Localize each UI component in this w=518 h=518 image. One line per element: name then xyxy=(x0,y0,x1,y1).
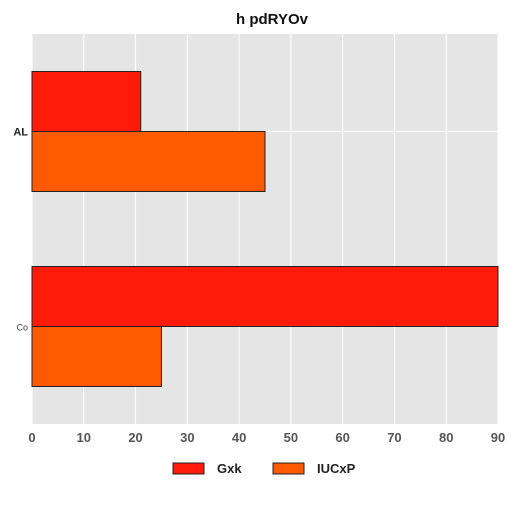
bars xyxy=(31,71,499,387)
x-axis: 0 10 20 30 40 50 60 70 80 90 xyxy=(28,430,505,445)
x-tick-label: 80 xyxy=(439,430,453,445)
x-tick-label: 20 xyxy=(128,430,142,445)
y-category-label: Co xyxy=(16,323,28,333)
y-category-label: AL xyxy=(13,127,28,139)
x-tick-label: 50 xyxy=(284,430,298,445)
legend: Gxk IUCxP xyxy=(172,461,356,476)
bar-IUCxP-AL xyxy=(31,131,266,192)
y-axis: AL Co xyxy=(13,127,28,333)
bar-Gxk-Co xyxy=(31,266,499,327)
x-tick-label: 90 xyxy=(491,430,505,445)
x-tick-label: 0 xyxy=(28,430,35,445)
legend-label: Gxk xyxy=(217,461,242,476)
legend-swatch xyxy=(272,462,305,475)
x-tick-label: 70 xyxy=(387,430,401,445)
bar-Gxk-AL xyxy=(31,71,142,132)
x-tick-label: 60 xyxy=(335,430,349,445)
x-tick-label: 30 xyxy=(180,430,194,445)
bar-IUCxP-Co xyxy=(31,326,162,387)
legend-swatch xyxy=(172,462,205,475)
x-tick-label: 10 xyxy=(77,430,91,445)
legend-label: IUCxP xyxy=(317,461,356,476)
chart-title: h pdRYOv xyxy=(236,11,309,28)
x-tick-label: 40 xyxy=(232,430,246,445)
